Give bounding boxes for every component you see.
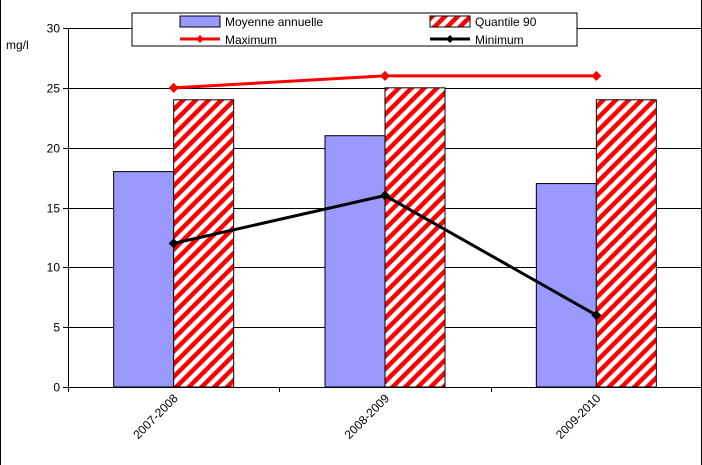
- legend-swatch-quantile: [429, 15, 471, 28]
- bar-quantile-90: [384, 87, 446, 388]
- axes: [63, 28, 702, 392]
- y-tick-label: 5: [53, 321, 60, 335]
- y-tick-label: 25: [47, 82, 61, 96]
- y-tick-label: 15: [47, 202, 61, 216]
- legend-label-quantile: Quantile 90: [475, 15, 537, 29]
- legend: Moyenne annuelle Quantile 90 Maximum Min…: [131, 12, 578, 47]
- legend-marker-maximum: [196, 35, 204, 43]
- marker-minimum: [168, 238, 179, 249]
- legend-label-maximum: Maximum: [225, 33, 277, 47]
- marker-minimum: [380, 190, 390, 201]
- legend-swatch-moyenne: [179, 15, 221, 28]
- y-tick-label: 10: [47, 261, 61, 275]
- series-lines: [168, 70, 602, 321]
- bar-moyenne-annuelle: [113, 171, 175, 388]
- bar-quantile-90: [595, 99, 657, 388]
- x-tick-label: 2008-2009: [342, 391, 393, 442]
- legend-marker-minimum: [446, 35, 454, 43]
- y-tick-label: 0: [53, 381, 60, 395]
- legend-label-moyenne: Moyenne annuelle: [225, 15, 323, 29]
- bars: [113, 87, 657, 388]
- bar-moyenne-annuelle: [324, 135, 386, 388]
- x-tick-label: 2009-2010: [553, 391, 604, 442]
- legend-label-minimum: Minimum: [475, 33, 524, 47]
- x-tick-label: 2007-2008: [130, 391, 181, 442]
- marker-maximum: [168, 82, 179, 93]
- bar-quantile-90: [173, 99, 235, 388]
- marker-maximum: [380, 70, 390, 81]
- y-tick-label: 30: [47, 22, 61, 36]
- marker-maximum: [591, 70, 602, 81]
- y-tick-label: 20: [47, 142, 61, 156]
- marker-minimum: [591, 310, 602, 321]
- y-axis-label: mg/l: [6, 38, 29, 52]
